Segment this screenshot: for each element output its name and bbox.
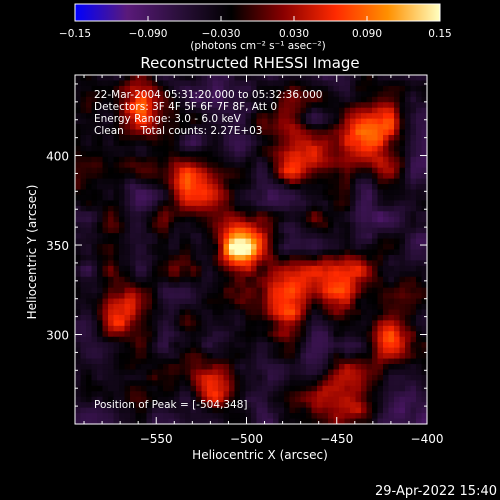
chart-title: Reconstructed RHESSI Image	[140, 54, 359, 72]
plot-frame	[74, 74, 428, 425]
colorbar: −0.15 −0.090 −0.030 0.030 0.090 0.15 (photons…	[59, 3, 452, 52]
footer-date: 29-Apr-2022 15:40	[375, 484, 497, 499]
plot-area: −550 −500 −450 −400 300 350 400	[46, 74, 443, 446]
y-tick-label: 400	[46, 150, 69, 164]
y-axis-label: Heliocentric Y (arcsec)	[25, 185, 39, 320]
x-tick-label: −400	[411, 432, 444, 446]
y-tick-label: 300	[46, 329, 69, 343]
colorbar-tick-label: 0.15	[428, 28, 451, 40]
x-tick-label: −450	[320, 432, 353, 446]
y-tick-label: 350	[46, 239, 69, 253]
colorbar-tick-label: 0.030	[279, 28, 309, 40]
colorbar-units-label: (photons cm⁻² s⁻¹ asec⁻²)	[190, 40, 325, 52]
x-tick-label: −550	[140, 432, 173, 446]
colorbar-tick-label: 0.090	[352, 28, 382, 40]
x-axis-label: Heliocentric X (arcsec)	[192, 448, 328, 462]
heatmap-image	[75, 75, 428, 425]
info-time-range: 22-Mar-2004 05:31:20.000 to 05:32:36.000	[94, 89, 322, 101]
colorbar-ticks: −0.15 −0.090 −0.030 0.030 0.090 0.15	[59, 16, 452, 40]
info-clean-counts: Clean Total counts: 2.27E+03	[94, 125, 263, 137]
x-tick-label: −500	[230, 432, 263, 446]
info-block: 22-Mar-2004 05:31:20.000 to 05:32:36.000…	[94, 89, 322, 137]
colorbar-tick-label: −0.090	[129, 28, 168, 40]
colorbar-gradient	[74, 3, 441, 22]
info-energy-range: Energy Range: 3.0 - 6.0 keV	[94, 113, 242, 125]
colorbar-tick-label: −0.15	[59, 28, 91, 40]
info-detectors: Detectors: 3F 4F 5F 6F 7F 8F, Att 0	[94, 101, 277, 113]
colorbar-tick-label: −0.030	[202, 28, 241, 40]
axis-ticks: −550 −500 −450 −400 300 350 400	[46, 75, 443, 446]
peak-position-label: Position of Peak = [-504,348]	[94, 399, 248, 411]
